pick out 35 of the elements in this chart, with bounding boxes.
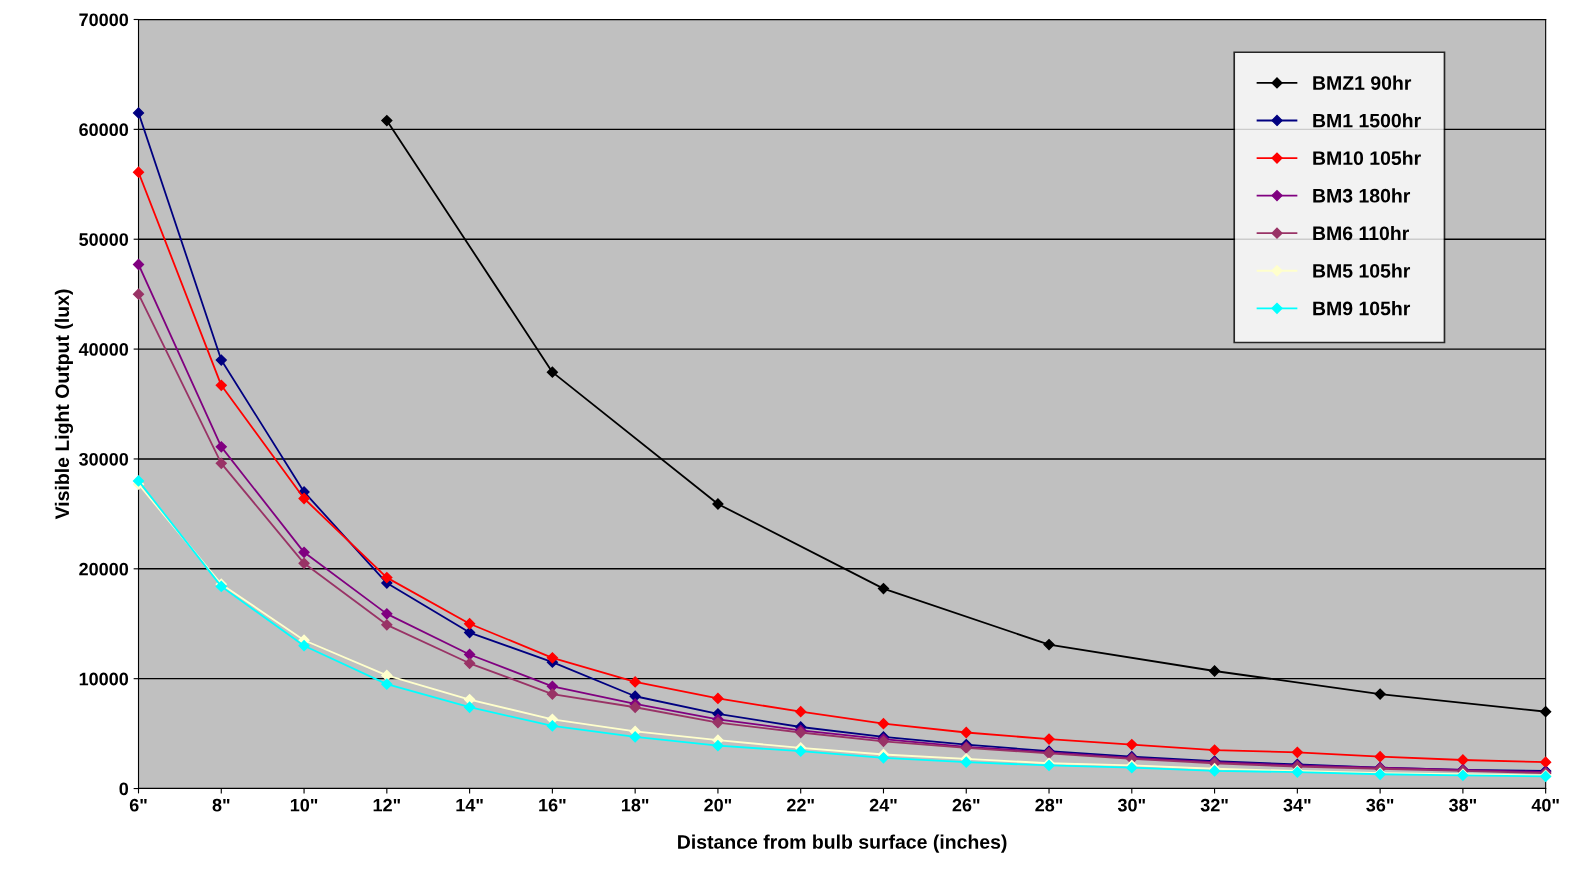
x-tick-label: 6" <box>129 798 147 812</box>
legend-label: BM1 1500hr <box>1313 113 1421 128</box>
y-tick-label: 70000 <box>79 13 129 27</box>
legend-label: BM6 110hr <box>1313 225 1409 241</box>
x-tick-label: 20" <box>704 798 732 812</box>
legend-label: BM5 105hr <box>1313 263 1411 278</box>
x-tick-label: 10" <box>290 798 318 812</box>
x-tick-label: 40" <box>1531 798 1559 812</box>
x-tick-label: 14" <box>456 798 483 812</box>
y-tick-label: 40000 <box>78 343 129 356</box>
y-tick-label: 50000 <box>79 233 129 246</box>
x-tick-label: 26" <box>952 798 980 812</box>
x-tick-label: 36" <box>1366 798 1394 812</box>
x-tick-label: 28" <box>1035 798 1063 812</box>
x-tick-label: 24" <box>869 798 897 812</box>
x-tick-label: 12" <box>373 798 400 812</box>
y-tick-label: 0 <box>119 782 129 796</box>
y-tick-label: 30000 <box>79 452 129 466</box>
x-tick-label: 8" <box>212 798 230 812</box>
y-axis-title: Visible Light Output (lux) <box>54 289 74 520</box>
x-tick-label: 22" <box>787 798 814 812</box>
x-axis-title: Distance from bulb surface (inches) <box>678 834 1007 853</box>
x-tick-label: 34" <box>1283 798 1311 812</box>
legend-label: BM3 180hr <box>1313 188 1411 203</box>
legend-label: BM10 105hr <box>1313 150 1421 166</box>
legend-label: BM9 105hr <box>1313 301 1411 316</box>
y-tick-label: 20000 <box>79 562 129 576</box>
y-tick-label: 60000 <box>79 123 129 137</box>
x-tick-label: 30" <box>1117 798 1145 812</box>
x-tick-label: 38" <box>1448 798 1477 812</box>
x-tick-label: 18" <box>621 798 649 812</box>
y-tick-label: 10000 <box>79 672 129 686</box>
legend-label: BMZ1 90hr <box>1313 75 1412 90</box>
x-tick-label: 16" <box>539 798 566 812</box>
x-tick-label: 32" <box>1200 798 1228 812</box>
